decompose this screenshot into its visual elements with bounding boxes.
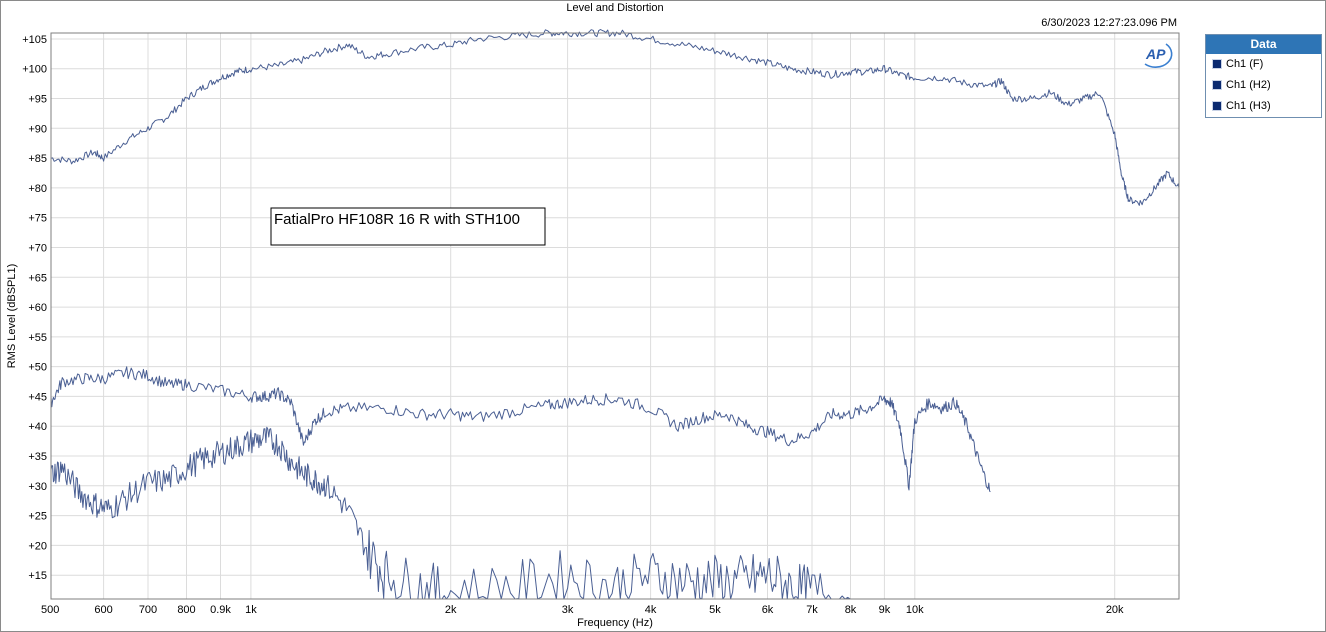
x-tick-label: 7k [806, 604, 818, 616]
y-tick-label: +85 [28, 153, 47, 165]
legend-swatch [1212, 59, 1222, 69]
annotation-box [270, 207, 546, 246]
y-tick-label: +95 [28, 94, 47, 106]
legend-title: Data [1206, 35, 1321, 54]
x-tick-label: 1k [245, 604, 257, 616]
y-tick-label: +20 [28, 540, 47, 552]
trace-ch1-h2 [50, 366, 991, 493]
plot-area-border [50, 32, 1180, 600]
legend-panel: Data Ch1 (F) Ch1 (H2) Ch1 (H3) [1205, 34, 1322, 118]
x-tick-label: 0.9k [210, 604, 231, 616]
trace-ch1-h3 [50, 426, 851, 600]
y-tick-label: +35 [28, 451, 47, 463]
x-tick-label: 8k [845, 604, 857, 616]
y-axis-label: RMS Level (dBSPL1) [6, 264, 18, 369]
legend-label: Ch1 (H3) [1226, 100, 1271, 112]
y-tick-label: +60 [28, 302, 47, 314]
legend-item-ch1-f[interactable]: Ch1 (F) [1206, 54, 1321, 75]
x-axis-label: Frequency (Hz) [577, 617, 653, 629]
y-tick-label: +30 [28, 481, 47, 493]
y-tick-label: +100 [22, 64, 47, 76]
ap-logo-swoosh [1144, 43, 1173, 68]
legend-label: Ch1 (F) [1226, 58, 1264, 70]
y-tick-label: +65 [28, 272, 47, 284]
y-tick-labels: +15 +20 +25 +30 +35 +40 +45 +50 +55 +60 +65 +70 +75 +… [22, 34, 47, 582]
y-tick-label: +15 [28, 570, 47, 582]
x-tick-label: 500 [41, 604, 59, 616]
x-tick-labels: 500 600 700 800 0.9k 1k 2k 3k 4k 5k 6k 7k 8k 9k 10k 20k [41, 604, 1124, 616]
y-tick-label: +70 [28, 243, 47, 255]
y-tick-label: +40 [28, 421, 47, 433]
x-tick-label: 4k [645, 604, 657, 616]
legend-swatch [1212, 80, 1222, 90]
y-tick-label: +25 [28, 511, 47, 523]
ap-logo-text: AP [1145, 46, 1166, 62]
x-tick-label: 3k [562, 604, 574, 616]
x-tick-label: 2k [445, 604, 457, 616]
legend-item-ch1-h3[interactable]: Ch1 (H3) [1206, 96, 1321, 117]
legend-item-ch1-h2[interactable]: Ch1 (H2) [1206, 75, 1321, 96]
x-tick-label: 600 [94, 604, 112, 616]
x-tick-label: 700 [139, 604, 157, 616]
y-tick-label: +50 [28, 362, 47, 374]
y-tick-label: +105 [22, 34, 47, 46]
grid [50, 33, 1179, 599]
legend-swatch [1212, 101, 1222, 111]
trace-ch1-f [50, 29, 1180, 206]
legend-label: Ch1 (H2) [1226, 79, 1271, 91]
x-tick-label: 10k [906, 604, 924, 616]
traces [50, 29, 1180, 600]
x-tick-label: 20k [1106, 604, 1124, 616]
chart-title: Level and Distortion [566, 2, 663, 14]
timestamp: 6/30/2023 12:27:23.096 PM [1041, 17, 1177, 29]
y-tick-label: +75 [28, 213, 47, 225]
y-tick-label: +45 [28, 391, 47, 403]
x-tick-label: 5k [709, 604, 721, 616]
y-tick-label: +90 [28, 123, 47, 135]
x-tick-label: 9k [879, 604, 891, 616]
x-tick-label: 800 [177, 604, 195, 616]
ap-logo: AP [1144, 43, 1173, 68]
y-tick-label: +80 [28, 183, 47, 195]
x-tick-label: 6k [762, 604, 774, 616]
y-tick-label: +55 [28, 332, 47, 344]
annotation-text: FatialPro HF108R 16 R with STH100 [274, 211, 520, 228]
